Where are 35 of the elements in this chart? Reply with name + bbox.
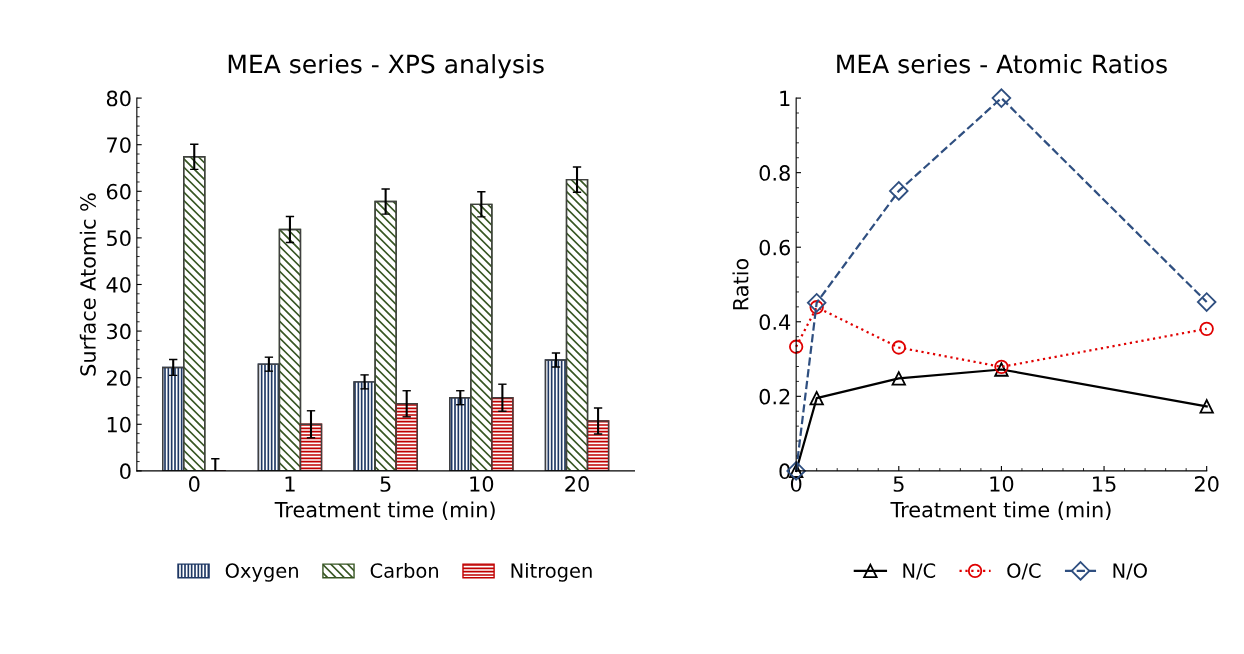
x-tick-label: 0 [189, 476, 200, 492]
chart-title: MEA series - XPS analysis [228, 54, 544, 79]
x-axis-title: Treatment time (min) [274, 501, 495, 521]
y-tick-label: 0.2 [759, 388, 790, 405]
x-tick-label: 1 [285, 476, 295, 492]
y-tick-label: 50 [107, 230, 131, 247]
x-tick-label: 5 [893, 476, 904, 492]
x-axis-title: Treatment time (min) [890, 501, 1111, 521]
legend-label: Carbon [370, 562, 438, 578]
x-tick-label: 20 [565, 476, 589, 492]
y-axis-title: Surface Atomic % [79, 193, 96, 376]
legend-label: O/C [1007, 563, 1041, 580]
y-tick-label: 40 [106, 276, 131, 293]
chart-title: MEA series - Atomic Ratios [837, 54, 1167, 74]
y-tick-label: 70 [107, 137, 131, 153]
y-tick-label: 0.4 [759, 314, 791, 330]
y-tick-label: 20 [107, 370, 131, 386]
legend-label: N/C [903, 563, 936, 580]
x-tick-label: 5 [380, 476, 391, 492]
legend-label: Nitrogen [511, 562, 592, 582]
legend-label: Oxygen [225, 563, 298, 582]
y-tick-label: 10 [107, 416, 131, 433]
y-tick-label: 0.8 [759, 165, 790, 181]
y-tick-label: 0.6 [759, 239, 790, 256]
y-axis-title: Ratio [732, 258, 749, 310]
x-tick-label: 10 [990, 476, 1014, 492]
y-tick-label: 0 [120, 463, 131, 480]
x-tick-label: 10 [470, 476, 494, 492]
x-tick-label: 15 [1093, 476, 1116, 492]
y-tick-label: 1 [780, 90, 790, 107]
legend-label: N/O [1113, 563, 1147, 580]
y-tick-label: 30 [107, 323, 131, 340]
x-tick-label: 20 [1194, 476, 1219, 492]
y-tick-label: 60 [106, 183, 131, 200]
y-tick-label: 80 [106, 90, 131, 107]
